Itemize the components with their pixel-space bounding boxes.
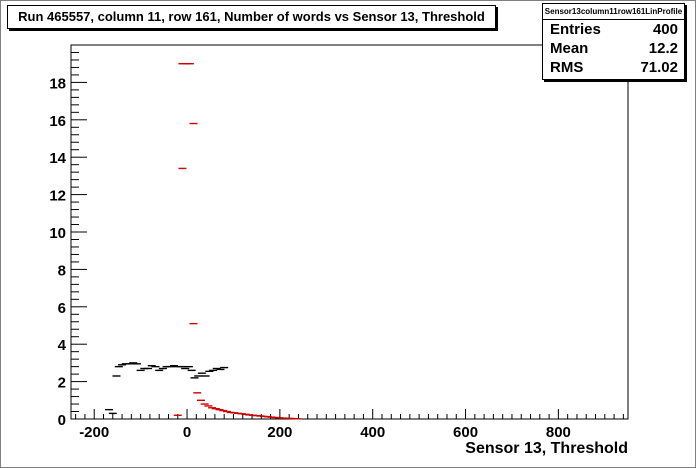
y-tick-label: 12 [49,188,66,205]
stats-value: 12.2 [648,40,678,57]
x-tick-label: 200 [267,424,292,441]
stats-row-mean: Mean 12.2 [543,39,684,58]
y-tick-label: 4 [58,337,67,354]
chart-title: Run 465557, column 11, row 161, Number o… [7,5,496,29]
axis-ticks: -200 0 200 400 600 800 0 2 4 6 8 10 12 14 16 18 [49,51,624,441]
stats-value: 71.02 [640,59,678,76]
x-tick-label: 400 [360,424,385,441]
y-tick-label: 6 [58,300,66,317]
x-tick-label: 600 [453,424,478,441]
stats-row-rms: RMS 71.02 [543,58,684,77]
stats-value: 400 [652,21,678,38]
x-tick-label: 800 [546,424,571,441]
x-tick-label: -200 [79,424,109,441]
stats-box: Sensor13column11row161LinProfile Entries… [542,3,685,80]
x-tick-label: 0 [183,424,191,441]
y-tick-label: 16 [49,113,66,130]
stats-name: Sensor13column11row161LinProfile [543,4,684,20]
stats-label: Entries [550,21,601,38]
y-tick-label: 14 [49,150,66,167]
y-tick-label: 0 [58,412,66,429]
stats-label: RMS [550,59,584,76]
plot-frame [70,44,629,420]
x-axis-label: Sensor 13, Threshold [465,440,628,457]
y-tick-label: 2 [58,375,66,392]
y-tick-label: 10 [49,225,66,242]
stats-row-entries: Entries 400 [543,20,684,39]
y-tick-label: 8 [58,262,66,279]
stats-label: Mean [550,40,589,57]
data-marks [105,63,302,420]
y-tick-label: 18 [49,75,66,92]
